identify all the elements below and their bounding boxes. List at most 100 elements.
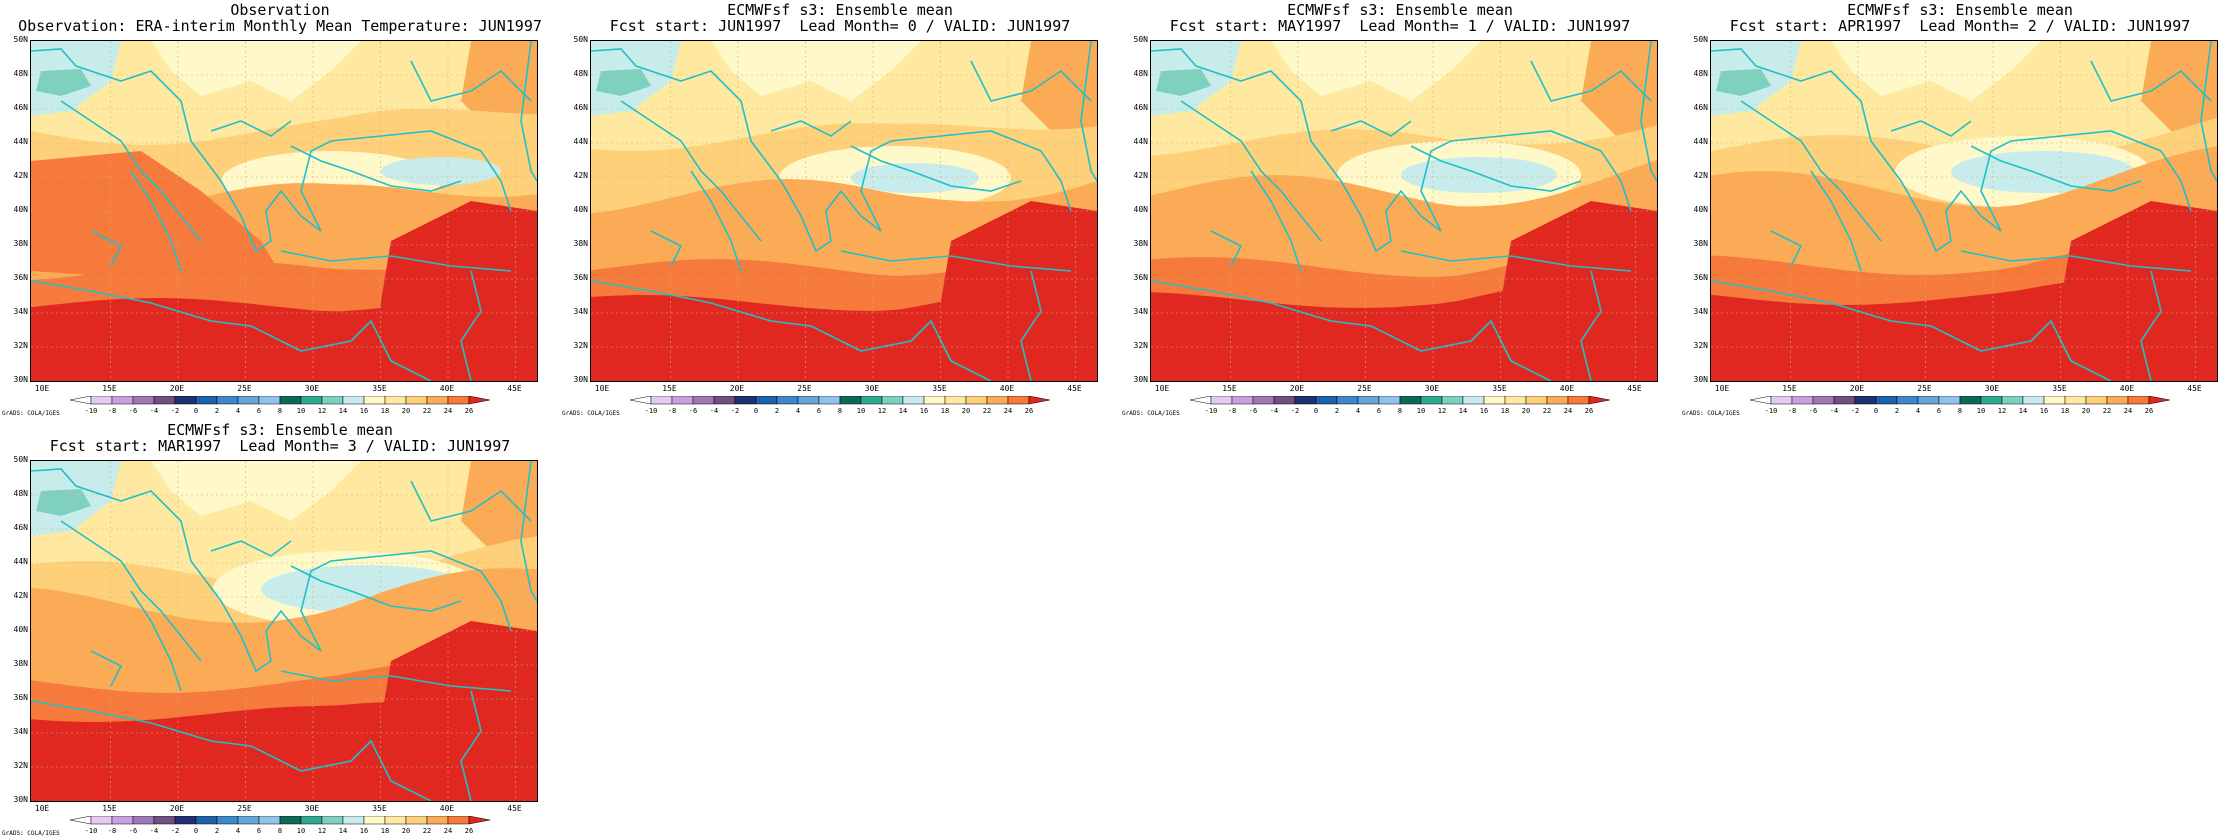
panel-title: ECMWFsf s3: Ensemble mean	[1287, 1, 1513, 19]
colorbar-swatch	[1336, 396, 1359, 405]
lon-label: 45E	[1627, 384, 1642, 393]
colorbar-swatch	[363, 816, 386, 825]
colorbar-swatch	[2043, 396, 2066, 405]
lat-label: 36N	[13, 693, 28, 702]
lat-label: 50N	[13, 35, 28, 44]
colorbar-swatch	[1315, 396, 1338, 405]
colorbar-tick-label: -8	[1228, 407, 1236, 415]
grads-credit: GrADS: COLA/IGES	[1682, 410, 1740, 417]
panel-title: ECMWFsf s3: Ensemble mean	[167, 421, 393, 439]
lon-label: 45E	[1067, 384, 1082, 393]
colorbar-swatch	[426, 816, 449, 825]
lon-label: 25E	[797, 384, 812, 393]
colorbar-swatch	[1749, 396, 1772, 405]
colorbar-tick-label: 0	[1314, 407, 1318, 415]
lon-label: 10E	[34, 384, 50, 393]
colorbar: -10 -8 -6 -4 -2 0 2 4 6 8 10 12 14 16 18 20 22 24 26	[1189, 396, 1611, 415]
colorbar-swatch	[1231, 396, 1254, 405]
colorbar-swatch	[1588, 396, 1611, 405]
map-panel: Observation Observation: ERA-interim Mont…	[0, 0, 560, 420]
colorbar-tick-label: 12	[1438, 407, 1446, 415]
lat-label: 48N	[13, 69, 28, 78]
lon-label: 30E	[1424, 384, 1440, 393]
colorbar-tick-label: -6	[1249, 407, 1257, 415]
colorbar-swatch	[342, 396, 365, 405]
panel-title: Observation	[230, 1, 330, 19]
colorbar-swatch	[1791, 396, 1814, 405]
colorbar-tick-label: 22	[1543, 407, 1551, 415]
lon-label: 35E	[1492, 384, 1507, 393]
lon-label: 20E	[729, 384, 745, 393]
colorbar-tick-label: -8	[1788, 407, 1796, 415]
lat-label: 48N	[573, 69, 588, 78]
lon-label: 30E	[864, 384, 880, 393]
lat-label: 48N	[1693, 69, 1708, 78]
colorbar-swatch	[860, 396, 883, 405]
colorbar-swatch	[986, 396, 1009, 405]
panel-subtitle: Fcst start: MAR1997 Lead Month= 3 / VALI…	[49, 437, 511, 455]
colorbar-swatch	[1854, 396, 1877, 405]
colorbar-swatch	[342, 816, 365, 825]
colorbar-swatch	[426, 396, 449, 405]
map-area	[590, 40, 1098, 382]
lon-label: 15E	[102, 804, 117, 813]
lat-label: 46N	[13, 523, 28, 532]
panel-subtitle: Fcst start: JUN1997 Lead Month= 0 / VALI…	[609, 17, 1071, 35]
lon-label: 25E	[1357, 384, 1372, 393]
colorbar-tick-label: -10	[1205, 407, 1218, 415]
lon-label: 10E	[34, 804, 50, 813]
lat-label: 46N	[13, 103, 28, 112]
colorbar-tick-label: 12	[318, 827, 326, 835]
colorbar-swatch	[384, 396, 407, 405]
colorbar-swatch	[734, 396, 757, 405]
colorbar-swatch	[776, 396, 799, 405]
colorbar-tick-label: 24	[1004, 407, 1012, 415]
lat-label: 38N	[1133, 239, 1148, 248]
colorbar-tick-label: 14	[1459, 407, 1467, 415]
colorbar-tick-label: 24	[1564, 407, 1572, 415]
lat-label: 44N	[13, 557, 28, 566]
colorbar-swatch	[174, 396, 197, 405]
grads-credit: GrADS: COLA/IGES	[1122, 410, 1180, 417]
temperature-field	[31, 41, 537, 381]
lat-label: 30N	[573, 375, 588, 384]
colorbar-swatch	[300, 396, 323, 405]
lat-label: 36N	[1133, 273, 1148, 282]
map-area	[1710, 40, 2218, 382]
colorbar-swatch	[90, 816, 113, 825]
colorbar-swatch	[279, 396, 302, 405]
lon-label: 45E	[2187, 384, 2202, 393]
colorbar-swatch	[650, 396, 673, 405]
colorbar-swatch	[1273, 396, 1296, 405]
colorbar-tick-label: 0	[1874, 407, 1878, 415]
colorbar-swatch	[363, 396, 386, 405]
lon-label: 30E	[304, 804, 320, 813]
lon-label: 40E	[1559, 384, 1575, 393]
colorbar: -10 -8 -6 -4 -2 0 2 4 6 8 10 12 14 16 18 20 22 24 26	[69, 816, 491, 835]
lon-label: 20E	[169, 804, 185, 813]
lat-label: 42N	[13, 591, 28, 600]
colorbar-swatch	[1959, 396, 1982, 405]
colorbar-tick-label: 8	[1398, 407, 1402, 415]
colorbar-swatch	[2106, 396, 2129, 405]
lat-label: 38N	[13, 239, 28, 248]
colorbar-tick-label: 14	[2019, 407, 2027, 415]
lon-label: 15E	[662, 384, 677, 393]
map-area	[30, 40, 538, 382]
colorbar-swatch	[1483, 396, 1506, 405]
colorbar-swatch	[1028, 396, 1051, 405]
lon-label: 40E	[2119, 384, 2135, 393]
colorbar-swatch	[1896, 396, 1919, 405]
colorbar: -10 -8 -6 -4 -2 0 2 4 6 8 10 12 14 16 18 20 22 24 26	[629, 396, 1051, 415]
colorbar-swatch	[195, 816, 218, 825]
lat-label: 50N	[573, 35, 588, 44]
lon-label: 35E	[2052, 384, 2067, 393]
colorbar-tick-label: 18	[2061, 407, 2069, 415]
colorbar-tick-label: 20	[1522, 407, 1530, 415]
lat-label: 44N	[1133, 137, 1148, 146]
colorbar-tick-label: -6	[129, 407, 137, 415]
colorbar-tick-label: 4	[1356, 407, 1360, 415]
lat-label: 46N	[1133, 103, 1148, 112]
lon-label: 30E	[1984, 384, 2000, 393]
colorbar-swatch	[2022, 396, 2045, 405]
